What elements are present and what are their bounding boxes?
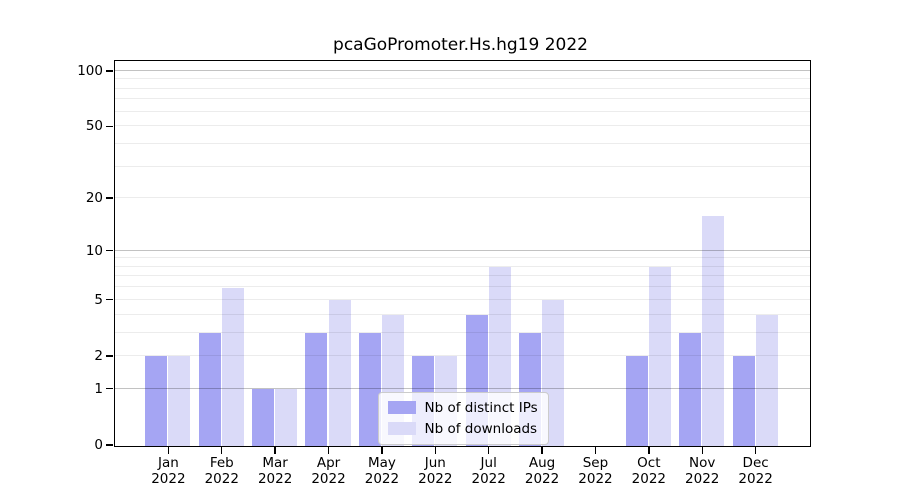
gridline-5: [114, 298, 810, 300]
x-tick-label-sep: Sep 2022: [578, 455, 613, 487]
gridline-30: [114, 165, 810, 167]
x-tick-mar: [274, 446, 276, 454]
gridline-6: [114, 286, 810, 288]
y-tick-label-0: 0: [94, 437, 103, 453]
y-tick-label-5: 5: [94, 291, 103, 308]
bar-may-distinct-ips: [358, 333, 381, 446]
gridline-8: [114, 265, 810, 267]
y-tick-label-10: 10: [85, 242, 103, 259]
gridline-20: [114, 197, 810, 199]
y-tick-50: [106, 125, 113, 127]
x-tick-jan: [167, 446, 170, 454]
x-tick-dec: [754, 446, 757, 454]
bar-mar-distinct-ips: [252, 389, 275, 446]
x-tick-sep: [594, 446, 597, 454]
y-tick-0: [106, 444, 113, 446]
x-tick-label-apr: Apr 2022: [311, 455, 346, 487]
bar-nov-downloads: [702, 215, 725, 446]
plot-area: Nb of distinct IPs Nb of downloads: [113, 59, 811, 447]
legend: Nb of distinct IPs Nb of downloads: [377, 391, 549, 445]
gridline-50: [114, 125, 810, 127]
gridline-2: [114, 354, 810, 356]
legend-label-distinct-ips: Nb of distinct IPs: [424, 399, 538, 416]
x-tick-aug: [541, 446, 543, 454]
gridlines-layer: [114, 61, 810, 446]
gridline-70: [114, 98, 810, 100]
y-tick-label-50: 50: [85, 118, 103, 135]
bar-feb-downloads: [221, 287, 244, 446]
x-tick-label-feb: Feb 2022: [204, 455, 239, 487]
x-tick-label-dec: Dec 2022: [738, 455, 773, 487]
gridline-90: [114, 78, 810, 80]
x-tick-label-jun: Jun 2022: [418, 455, 453, 487]
gridline-1: [114, 387, 810, 389]
x-tick-label-oct: Oct 2022: [631, 455, 667, 487]
x-tick-jul: [487, 446, 490, 454]
x-tick-label-mar: Mar 2022: [257, 455, 293, 487]
y-tick-1: [106, 388, 113, 390]
y-tick-100: [106, 70, 113, 72]
x-tick-jun: [434, 446, 436, 454]
gridline-40: [114, 142, 810, 144]
gridline-60: [114, 110, 810, 112]
y-tick-10: [106, 249, 113, 252]
legend-swatch-distinct-ips-icon: [387, 401, 416, 414]
y-tick-label-20: 20: [85, 190, 103, 207]
x-tick-label-nov: Nov 2022: [685, 455, 720, 487]
bar-dec-downloads: [755, 315, 778, 446]
x-tick-label-aug: Aug 2022: [524, 455, 560, 487]
gridline-9: [114, 257, 810, 259]
legend-swatch-downloads-icon: [387, 422, 416, 435]
bar-apr-downloads: [328, 300, 351, 446]
gridline-7: [114, 275, 810, 277]
legend-item-distinct-ips: Nb of distinct IPs: [387, 399, 538, 417]
y-tick-label-100: 100: [77, 62, 103, 79]
gridline-100: [114, 69, 810, 71]
y-tick-5: [106, 299, 113, 301]
bar-apr-distinct-ips: [305, 333, 328, 446]
gridline-80: [114, 87, 810, 89]
legend-label-downloads: Nb of downloads: [424, 420, 538, 437]
x-tick-label-jan: Jan 2022: [151, 455, 186, 487]
bar-jan-distinct-ips: [145, 356, 168, 446]
gridline-10: [114, 249, 810, 251]
bar-feb-distinct-ips: [198, 333, 221, 446]
bar-jan-downloads: [168, 356, 191, 446]
x-tick-label-may: May 2022: [364, 455, 400, 487]
y-tick-label-1: 1: [94, 380, 103, 397]
y-tick-label-2: 2: [94, 347, 103, 364]
x-tick-may: [381, 446, 383, 454]
x-tick-apr: [327, 446, 330, 454]
bar-nov-distinct-ips: [679, 333, 702, 446]
y-tick-20: [106, 197, 113, 199]
gridline-4: [114, 313, 810, 315]
bar-mar-downloads: [275, 389, 298, 446]
x-tick-nov: [701, 446, 703, 454]
legend-item-downloads: Nb of downloads: [387, 420, 538, 438]
bar-oct-distinct-ips: [625, 356, 648, 446]
x-tick-label-jul: Jul 2022: [471, 455, 506, 487]
x-tick-feb: [221, 446, 223, 454]
chart-title: pcaGoPromoter.Hs.hg19 2022: [333, 35, 588, 55]
gridline-3: [114, 331, 810, 333]
bar-dec-distinct-ips: [732, 356, 755, 446]
x-tick-oct: [648, 446, 650, 454]
bar-oct-downloads: [648, 267, 671, 446]
y-tick-2: [106, 355, 113, 357]
